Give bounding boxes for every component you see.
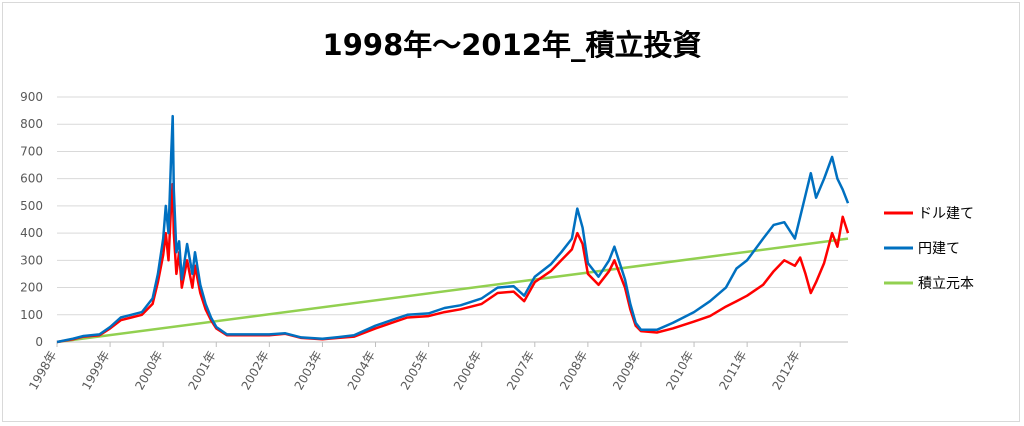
x-tick-label: 2002年 xyxy=(239,349,272,393)
x-tick-label: 2004年 xyxy=(345,349,378,393)
series-lines xyxy=(56,114,850,344)
y-tick-label: 900 xyxy=(20,90,43,104)
y-tick-label: 0 xyxy=(35,335,43,349)
x-tick-label: 2000年 xyxy=(132,349,165,393)
legend-label: 積立元本 xyxy=(918,276,974,292)
x-tick-label: 2001年 xyxy=(185,349,218,393)
y-tick-label: 700 xyxy=(20,144,43,158)
x-tick-label: 2011年 xyxy=(716,349,749,393)
y-tick-label: 100 xyxy=(20,308,43,322)
y-axis-ticks: 0 100 200 300 400 500 600 700 800 900 xyxy=(20,90,43,349)
x-tick-label: 2010年 xyxy=(663,349,696,393)
x-tick-label: 1999年 xyxy=(79,349,112,393)
y-tick-label: 200 xyxy=(20,281,43,295)
y-tick-label: 800 xyxy=(20,117,43,131)
x-axis-ticks: 1998年 1999年 2000年 2001年 2002年 2003年 2004年 2005年… xyxy=(26,342,803,392)
y-tick-label: 600 xyxy=(20,172,43,186)
y-tick-label: 500 xyxy=(20,199,43,213)
x-tick-label: 2006年 xyxy=(451,349,484,393)
x-tick-label: 2009年 xyxy=(610,349,643,393)
legend-label: 円建て xyxy=(918,241,960,257)
y-tick-label: 300 xyxy=(20,253,43,267)
x-tick-label: 2007年 xyxy=(504,349,537,393)
x-tick-label: 2005年 xyxy=(398,349,431,393)
x-tick-label: 2012年 xyxy=(769,349,802,393)
series-line-2 xyxy=(56,237,849,344)
y-tick-label: 400 xyxy=(20,226,43,240)
legend-label: ドル建て xyxy=(918,206,974,222)
series-line-0 xyxy=(56,182,850,344)
x-tick-label: 1998年 xyxy=(26,349,59,393)
series-line-1 xyxy=(56,114,850,344)
x-tick-label: 2008年 xyxy=(557,349,590,393)
chart-title: 1998年～2012年_積立投資 xyxy=(322,28,702,62)
gridlines xyxy=(57,96,848,343)
x-tick-label: 2003年 xyxy=(292,349,325,393)
